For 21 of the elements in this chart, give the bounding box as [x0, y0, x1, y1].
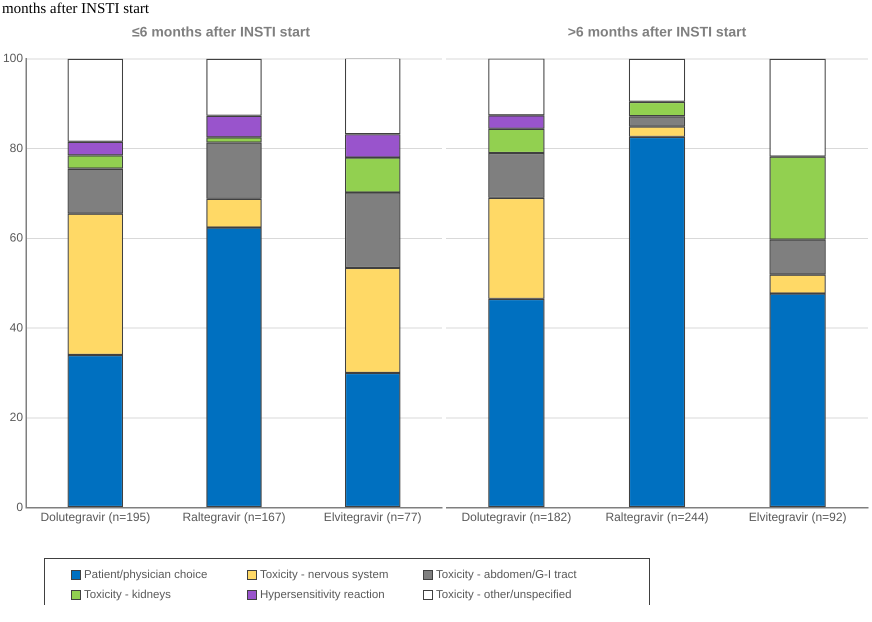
legend-label: Toxicity - other/unspecified — [436, 589, 572, 601]
legend-label: Toxicity - nervous system — [260, 569, 388, 581]
legend-label: Toxicity - abdomen/G-I tract — [436, 569, 577, 581]
x-tick-label: Dolutegravir (n=195) — [40, 510, 150, 524]
y-tick-label: 80 — [10, 140, 24, 155]
y-tick-label: 40 — [10, 320, 24, 334]
x-tick-label: Raltegravir (n=167) — [182, 510, 286, 524]
legend-label: Hypersensitivity reaction — [260, 589, 385, 601]
x-tick-label: Dolutegravir (n=182) — [461, 510, 572, 524]
x-tick-label: Elvitegravir (n=92) — [748, 510, 847, 524]
chart-title: ≤6 months after INSTI start — [132, 23, 310, 40]
y-tick-label: 60 — [10, 230, 24, 245]
y-tick-label: 0 — [16, 500, 24, 514]
legend-label: Patient/physician choice — [84, 569, 208, 581]
text: months after INSTI start — [2, 1, 150, 17]
chart-title: >6 months after INSTI start — [568, 23, 747, 40]
x-tick-label: Raltegravir (n=244) — [605, 510, 709, 524]
legend-label: Toxicity - kidneys — [84, 589, 171, 601]
x-tick-label: Elvitegravir (n=77) — [324, 510, 422, 524]
y-tick-label: 100 — [2, 51, 24, 66]
y-tick-label: 20 — [10, 410, 24, 424]
